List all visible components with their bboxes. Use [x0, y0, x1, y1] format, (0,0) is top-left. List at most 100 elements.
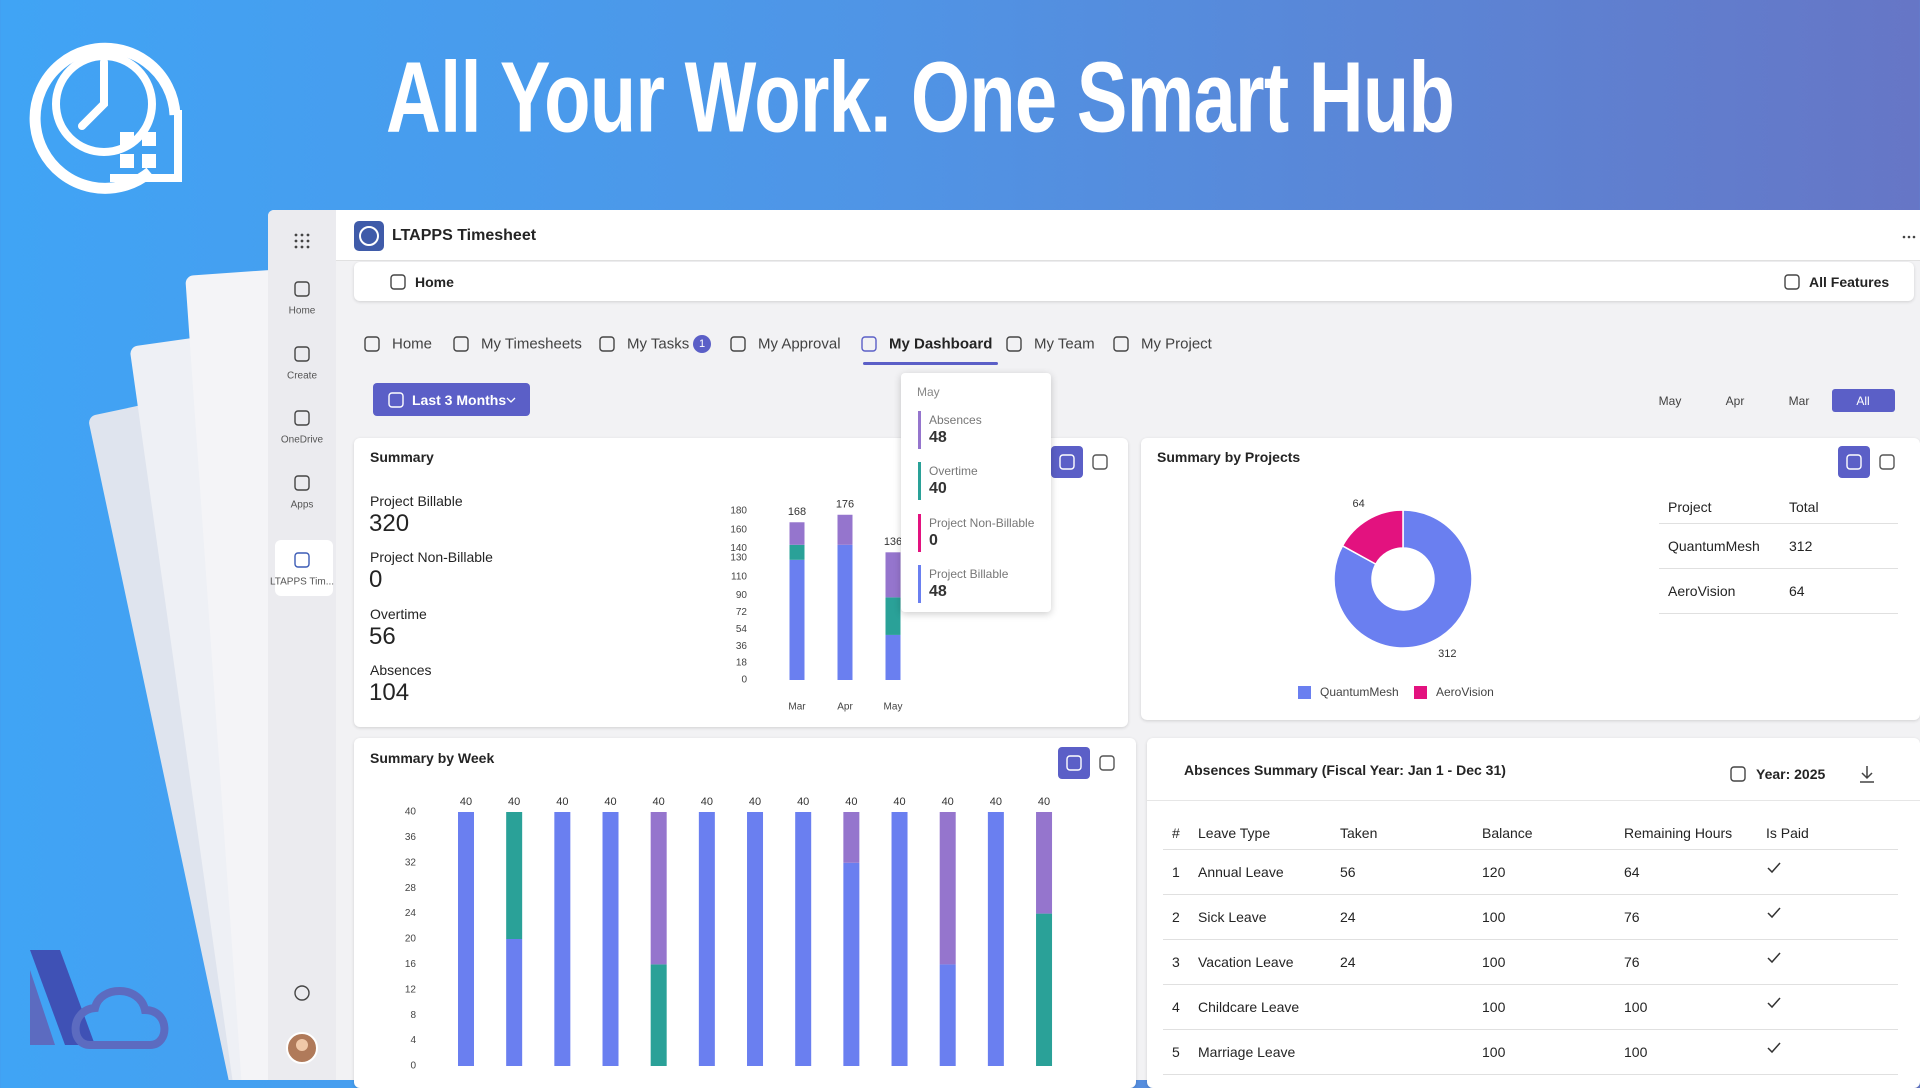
tab[interactable]: My Timesheets	[481, 335, 582, 353]
calendar-icon	[388, 392, 404, 408]
breadcrumb-bar	[354, 262, 1914, 301]
period-button[interactable]: Mar	[1788, 394, 1810, 408]
y-tick-label: 110	[731, 571, 747, 582]
y-tick-label: 36	[736, 641, 748, 652]
paid-check	[1767, 997, 1781, 1009]
table-rule	[1163, 1029, 1898, 1030]
chart-toggle-active[interactable]	[1058, 747, 1090, 779]
dot	[300, 245, 304, 249]
legend-swatch	[1298, 686, 1311, 699]
rail-label[interactable]: OneDrive	[280, 434, 324, 446]
check	[1767, 1042, 1781, 1054]
tab-icon-shape	[730, 336, 746, 352]
bar-segment	[554, 812, 571, 1066]
stat-label: Project Non-Billable	[370, 549, 493, 566]
y-tick-label: 40	[405, 807, 417, 818]
stat-label: Overtime	[370, 605, 427, 622]
grid-icon	[1099, 755, 1115, 771]
breadcrumb-home[interactable]: Home	[415, 274, 454, 290]
donut-slice	[1341, 509, 1404, 566]
company-logo	[30, 950, 169, 1049]
year-picker[interactable]: Year: 2025	[1756, 766, 1826, 782]
bar-segment	[1036, 913, 1053, 1066]
table-header: Is Paid	[1766, 825, 1809, 841]
period-selected[interactable]	[1832, 389, 1895, 412]
tab[interactable]: My Tasks	[627, 335, 690, 353]
y-tick-label: 130	[730, 553, 747, 564]
tab-icon	[599, 336, 615, 352]
table-header: Balance	[1482, 825, 1533, 841]
stat-value: 320	[369, 510, 410, 537]
calendar-icon	[1730, 766, 1746, 782]
rail-icon-shape	[294, 346, 310, 362]
table-cell: QuantumMesh	[1668, 538, 1760, 554]
grid-icon	[1879, 454, 1895, 470]
rail-icon	[294, 410, 310, 426]
table-header: Remaining Hours	[1624, 825, 1733, 841]
table-cell: 100	[1624, 1044, 1648, 1060]
settings-icon	[294, 985, 310, 1001]
tooltip-label: Absences	[929, 413, 982, 427]
app-rail	[268, 210, 336, 1080]
table-header: Leave Type	[1198, 825, 1271, 841]
tab-icon	[730, 336, 746, 352]
table-cell: 2	[1172, 909, 1180, 925]
tab[interactable]: My Team	[1034, 335, 1095, 353]
chart-toggle-active[interactable]	[1051, 446, 1083, 478]
bar-icon	[1066, 755, 1082, 771]
rail-label[interactable]: LTAPPS Tim...	[269, 576, 335, 588]
bar-total: 40	[508, 796, 520, 808]
period-button[interactable]: All	[1856, 394, 1870, 408]
tooltip-color-bar	[918, 462, 921, 501]
tab-icon-shape	[364, 336, 380, 352]
bar-total: 168	[788, 506, 806, 518]
grid-icon-shape	[1099, 755, 1115, 771]
chevron	[506, 397, 516, 403]
tab-icon	[1006, 336, 1022, 352]
rail-label[interactable]: Home	[288, 305, 316, 317]
chart-tooltip: May Absences 48 Overtime 40 Project Non-Billa…	[901, 373, 1051, 612]
tab-badge	[693, 335, 711, 353]
tooltip-color-bar	[918, 564, 921, 603]
period-button[interactable]: Apr	[1725, 394, 1745, 408]
table-rule	[1659, 523, 1898, 524]
calendar-icon-shape	[1730, 766, 1746, 782]
rail-icon-shape	[294, 410, 310, 426]
headline: All Your Work. One Smart Hub	[386, 41, 1455, 154]
rail-label[interactable]: Apps	[290, 499, 314, 511]
tab[interactable]: My Dashboard	[889, 335, 993, 353]
bar-icon-shape	[1059, 454, 1075, 470]
title-bar	[336, 210, 1920, 261]
y-tick-label: 180	[730, 506, 747, 517]
y-tick-label: 72	[736, 607, 748, 618]
tooltip-color-bar	[918, 411, 921, 449]
bar-total: 40	[845, 796, 857, 808]
tab-icon-shape	[599, 336, 615, 352]
y-tick-label: 32	[405, 857, 417, 868]
tooltip-title: May	[917, 385, 940, 399]
rail-active	[275, 540, 333, 596]
tab-icon	[453, 336, 469, 352]
tab-icon-shape	[1113, 336, 1129, 352]
rail-icon	[294, 552, 310, 568]
slice-label: 64	[1353, 498, 1365, 510]
table-cell: 100	[1482, 909, 1506, 925]
all-features[interactable]: All Features	[1809, 274, 1890, 290]
table-rule	[1163, 939, 1898, 940]
table-rule	[1163, 1074, 1898, 1075]
bar-segment	[987, 812, 1004, 1066]
rail-label[interactable]: Create	[286, 370, 318, 382]
slice-label: 312	[1438, 648, 1456, 660]
dot	[294, 245, 298, 249]
tab[interactable]: My Approval	[758, 335, 841, 353]
brand-logo	[29, 42, 182, 194]
chart-toggle-active[interactable]	[1838, 446, 1870, 478]
period-button[interactable]: May	[1658, 394, 1682, 408]
range-label[interactable]: Last 3 Months	[412, 392, 507, 408]
tooltip-color-bar	[918, 513, 921, 552]
range-button[interactable]	[373, 383, 530, 416]
tab[interactable]: My Project	[1141, 335, 1212, 353]
bar-total: 40	[701, 796, 713, 808]
table-cell: 100	[1624, 999, 1648, 1015]
tab[interactable]: Home	[392, 335, 433, 353]
